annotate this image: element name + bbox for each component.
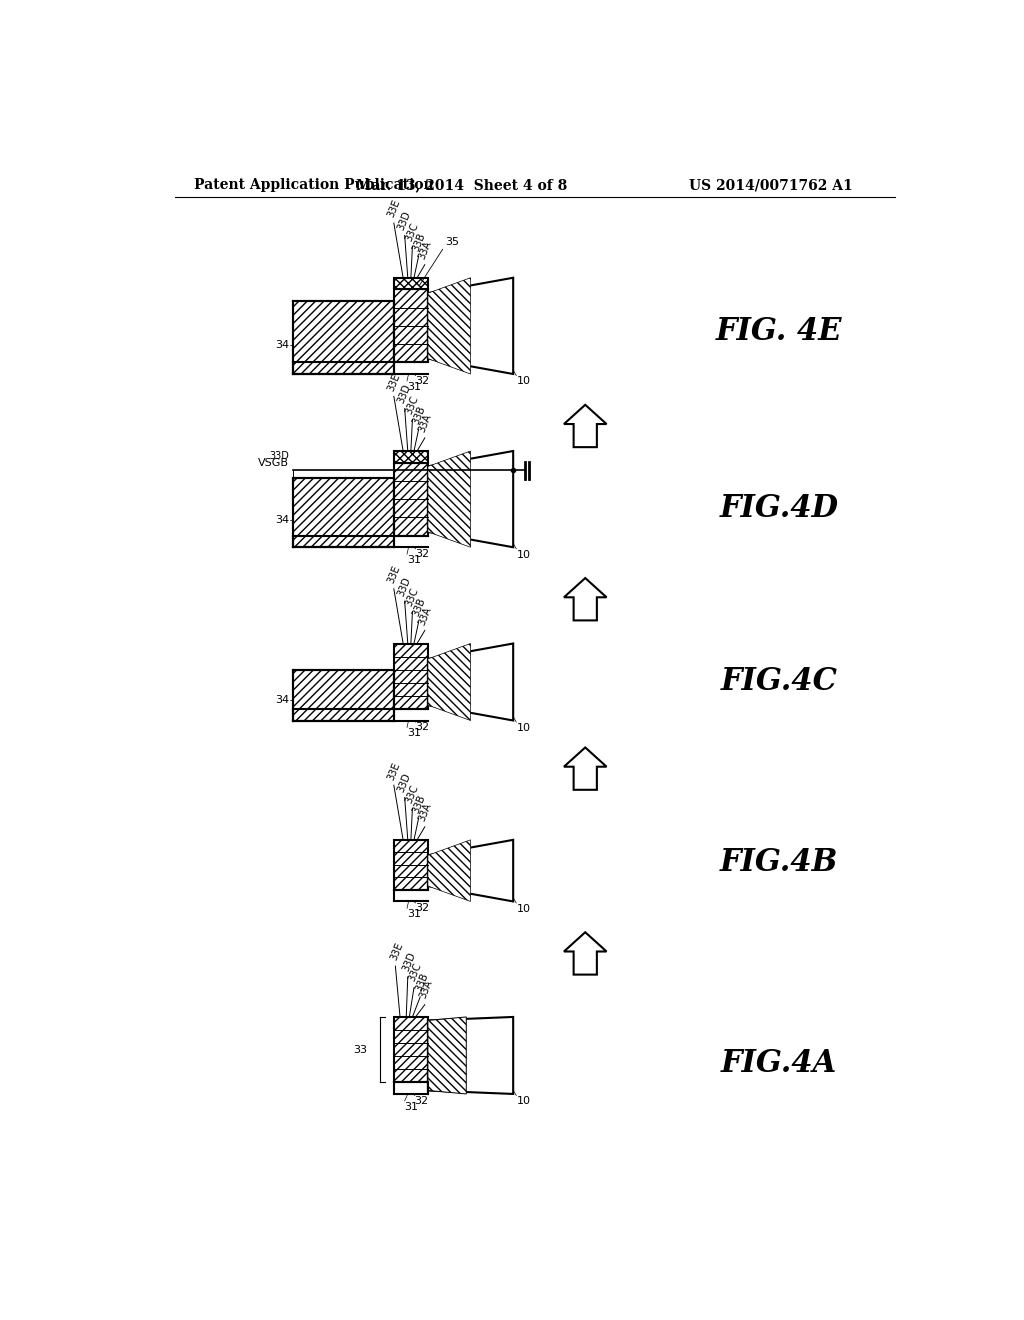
Text: 33A: 33A (418, 978, 434, 1001)
Text: 33D: 33D (269, 451, 289, 461)
Text: 31: 31 (407, 554, 421, 565)
Text: 33E: 33E (386, 760, 401, 781)
Text: 10: 10 (517, 549, 531, 560)
Polygon shape (428, 1016, 513, 1094)
Text: 10: 10 (517, 1096, 531, 1106)
Polygon shape (428, 840, 471, 902)
Text: 32: 32 (415, 549, 429, 558)
Text: 33B: 33B (411, 793, 427, 814)
Polygon shape (428, 1016, 466, 1094)
Text: 32: 32 (415, 722, 429, 733)
Text: 33C: 33C (404, 586, 421, 609)
Text: VSGB: VSGB (258, 458, 289, 469)
Text: 33C: 33C (404, 220, 421, 243)
Text: 33E: 33E (386, 372, 401, 392)
Polygon shape (293, 478, 394, 548)
Polygon shape (428, 277, 471, 374)
Polygon shape (394, 451, 428, 462)
Polygon shape (428, 644, 471, 721)
Polygon shape (564, 747, 606, 789)
Text: FIG. 4E: FIG. 4E (716, 317, 843, 347)
Polygon shape (428, 644, 513, 721)
Text: 10: 10 (517, 904, 531, 913)
Polygon shape (394, 277, 428, 289)
Polygon shape (394, 644, 428, 709)
Text: 31: 31 (407, 909, 421, 919)
Text: 33B: 33B (411, 231, 427, 252)
Text: FIG.4D: FIG.4D (720, 494, 839, 524)
Text: 34: 34 (275, 339, 289, 350)
Text: 32: 32 (415, 903, 429, 913)
Text: 33A: 33A (417, 413, 433, 434)
Text: 34: 34 (275, 696, 289, 705)
Text: US 2014/0071762 A1: US 2014/0071762 A1 (689, 178, 853, 193)
Polygon shape (394, 289, 428, 363)
Text: 33C: 33C (404, 783, 421, 804)
Text: 33D: 33D (396, 383, 413, 405)
Polygon shape (428, 840, 513, 902)
Polygon shape (564, 405, 606, 447)
Polygon shape (428, 451, 513, 548)
Text: 10: 10 (517, 723, 531, 733)
Text: 33C: 33C (408, 962, 424, 983)
Text: 33B: 33B (411, 404, 427, 425)
Text: 33A: 33A (417, 239, 433, 261)
Text: 33C: 33C (404, 395, 421, 416)
Polygon shape (293, 671, 394, 721)
Polygon shape (293, 301, 394, 374)
Text: 33: 33 (353, 1044, 368, 1055)
Text: Mar. 13, 2014  Sheet 4 of 8: Mar. 13, 2014 Sheet 4 of 8 (355, 178, 567, 193)
Text: 33D: 33D (396, 576, 413, 598)
Text: 33B: 33B (414, 972, 430, 993)
Text: 33D: 33D (401, 950, 418, 973)
Polygon shape (564, 578, 606, 620)
Text: 33E: 33E (386, 198, 401, 219)
Polygon shape (394, 1016, 428, 1082)
Polygon shape (394, 840, 428, 890)
Text: FIG.4B: FIG.4B (720, 847, 839, 878)
Text: 32: 32 (414, 1096, 428, 1106)
Text: FIG.4A: FIG.4A (721, 1048, 838, 1078)
Text: 33E: 33E (389, 941, 406, 961)
Text: 33E: 33E (386, 564, 401, 585)
Text: 33A: 33A (417, 801, 433, 822)
Text: 31: 31 (407, 381, 421, 392)
Text: 33D: 33D (396, 771, 413, 793)
Polygon shape (564, 932, 606, 974)
Text: 35: 35 (445, 238, 459, 247)
Polygon shape (394, 462, 428, 536)
Text: 33B: 33B (411, 597, 427, 618)
Text: FIG.4C: FIG.4C (721, 667, 838, 697)
Polygon shape (428, 451, 471, 548)
Text: Patent Application Publication: Patent Application Publication (194, 178, 433, 193)
Text: 32: 32 (415, 376, 429, 385)
Text: 33D: 33D (396, 210, 413, 231)
Polygon shape (428, 277, 513, 374)
Text: 10: 10 (517, 376, 531, 387)
Text: 33A: 33A (417, 606, 433, 627)
Text: 31: 31 (404, 1102, 419, 1111)
Text: 31: 31 (407, 729, 421, 738)
Text: 34: 34 (275, 515, 289, 524)
